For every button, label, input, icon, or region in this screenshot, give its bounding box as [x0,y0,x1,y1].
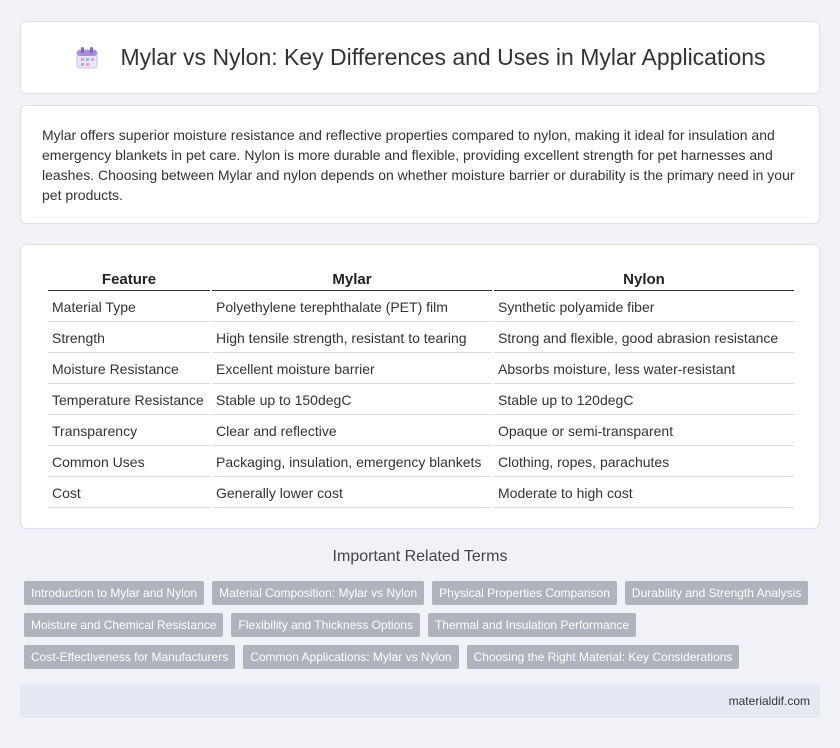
table-cell: Stable up to 150degC [212,386,492,415]
related-term-tag[interactable]: Thermal and Insulation Performance [427,613,637,637]
related-term-tag[interactable]: Material Composition: Mylar vs Nylon [212,581,425,605]
related-term-tag[interactable]: Introduction to Mylar and Nylon [24,581,205,605]
table-row: Transparency Clear and reflective Opaque… [48,417,794,446]
table-cell: Packaging, insulation, emergency blanket… [212,448,492,477]
related-terms-title: Important Related Terms [332,548,508,565]
related-term-tag[interactable]: Choosing the Right Material: Key Conside… [466,645,740,669]
table-cell: Material Type [48,293,210,322]
table-cell: High tensile strength, resistant to tear… [212,324,492,353]
table-cell: Strong and flexible, good abrasion resis… [494,324,794,353]
page-title: Mylar vs Nylon: Key Differences and Uses… [120,44,766,70]
table-cell: Cost [48,479,210,508]
table-row: Moisture Resistance Excellent moisture b… [48,355,794,384]
table-row: Cost Generally lower cost Moderate to hi… [48,479,794,508]
table-row: Common Uses Packaging, insulation, emerg… [48,448,794,477]
table-cell: Synthetic polyamide fiber [494,293,794,322]
tag-row: Introduction to Mylar and Nylon Material… [24,581,824,605]
table-cell: Common Uses [48,448,210,477]
table-cell: Temperature Resistance [48,386,210,415]
table-cell: Strength [48,324,210,353]
header-nylon: Nylon [494,267,794,291]
table-cell: Clothing, ropes, parachutes [494,448,794,477]
table-row: Temperature Resistance Stable up to 150d… [48,386,794,415]
header-card: Mylar vs Nylon: Key Differences and Uses… [20,21,820,94]
table-cell: Polyethylene terephthalate (PET) film [212,293,492,322]
footer: materialdif.com [20,684,820,718]
table-cell: Clear and reflective [212,417,492,446]
calendar-icon [74,45,100,71]
header-feature: Feature [48,267,210,291]
table-cell: Absorbs moisture, less water-resistant [494,355,794,384]
table-row: Material Type Polyethylene terephthalate… [48,293,794,322]
related-term-tag[interactable]: Physical Properties Comparison [432,581,617,605]
related-terms-tags: Introduction to Mylar and Nylon Material… [24,581,824,677]
table-cell: Generally lower cost [212,479,492,508]
related-term-tag[interactable]: Common Applications: Mylar vs Nylon [243,645,459,669]
table-cell: Stable up to 120degC [494,386,794,415]
related-term-tag[interactable]: Cost-Effectiveness for Manufacturers [24,645,236,669]
related-term-tag[interactable]: Flexibility and Thickness Options [231,613,420,637]
intro-card: Mylar offers superior moisture resistanc… [20,105,820,224]
table-cell: Excellent moisture barrier [212,355,492,384]
comparison-table-card: Feature Mylar Nylon Material Type Polyet… [20,244,820,529]
table-cell: Moderate to high cost [494,479,794,508]
tag-row: Moisture and Chemical Resistance Flexibi… [24,613,824,637]
related-term-tag[interactable]: Moisture and Chemical Resistance [24,613,224,637]
table-header-row: Feature Mylar Nylon [48,267,794,291]
title-wrap: Mylar vs Nylon: Key Differences and Uses… [74,44,766,71]
table-cell: Transparency [48,417,210,446]
intro-text: Mylar offers superior moisture resistanc… [42,127,795,203]
header-mylar: Mylar [212,267,492,291]
table-cell: Moisture Resistance [48,355,210,384]
footer-site-link[interactable]: materialdif.com [728,694,810,708]
table-row: Strength High tensile strength, resistan… [48,324,794,353]
table-cell: Opaque or semi-transparent [494,417,794,446]
comparison-table: Feature Mylar Nylon Material Type Polyet… [46,265,796,510]
related-term-tag[interactable]: Durability and Strength Analysis [624,581,809,605]
tag-row: Cost-Effectiveness for Manufacturers Com… [24,645,824,669]
